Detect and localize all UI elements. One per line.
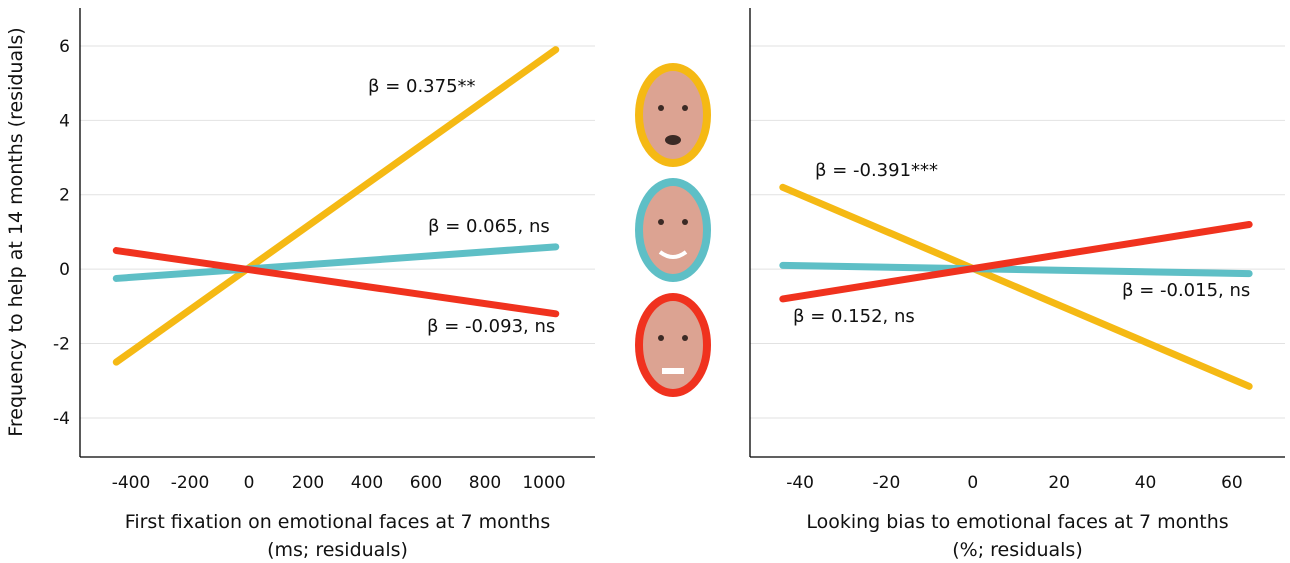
x-tick-label: 60 <box>1221 473 1243 493</box>
angry-face <box>639 297 707 393</box>
y-tick-label: 2 <box>59 186 70 206</box>
beta-annotation: β = -0.093, ns <box>427 316 555 337</box>
beta-annotation: β = 0.065, ns <box>428 216 550 237</box>
x-tick-label: 200 <box>292 473 324 493</box>
x-tick-label: 600 <box>410 473 442 493</box>
figure: -4-20246-400-20002004006008001000First f… <box>0 0 1290 563</box>
x-tick-label: -20 <box>873 473 901 493</box>
x-tick-label: 400 <box>351 473 383 493</box>
y-tick-label: -4 <box>53 409 70 429</box>
chart-panel: -4 -2 0 2 4 6 -400 -200 0 200 400 600 800 1000 First f… <box>5 8 595 561</box>
beta-annotation: β = -0.015, ns <box>1122 280 1250 301</box>
beta-annotation: β = -0.391*** <box>815 160 938 181</box>
y-axis-label: Frequency to help at 14 months (residual… <box>5 27 27 436</box>
x-tick-label: 0 <box>244 473 255 493</box>
beta-annotation: β = 0.375** <box>368 76 476 97</box>
y-tick-label: 0 <box>59 260 70 280</box>
x-tick-label: 20 <box>1048 473 1070 493</box>
x-tick-label: -400 <box>112 473 151 493</box>
x-tick-label: -200 <box>171 473 210 493</box>
x-tick-label: 800 <box>469 473 501 493</box>
beta-annotation: β = 0.152, ns <box>793 306 915 327</box>
x-tick-label: 1000 <box>522 473 565 493</box>
trend-line <box>783 265 1249 273</box>
chart-panel: -40 -20 0 20 40 60 Looking bias to emotional f… <box>750 8 1285 561</box>
x-axis-label: (%; residuals) <box>952 539 1083 561</box>
x-axis-label: Looking bias to emotional faces at 7 mon… <box>806 511 1228 533</box>
x-axis-label: First fixation on emotional faces at 7 m… <box>125 511 550 533</box>
x-tick-label: -40 <box>786 473 814 493</box>
x-tick-label: 0 <box>967 473 978 493</box>
fearful-face <box>639 67 707 163</box>
x-tick-label: 40 <box>1135 473 1157 493</box>
y-tick-label: -2 <box>53 335 70 355</box>
faces <box>639 67 707 393</box>
y-tick-label: 6 <box>59 37 70 57</box>
y-tick-label: 4 <box>59 111 70 131</box>
x-axis-label: (ms; residuals) <box>267 539 408 561</box>
happy-face <box>639 182 707 278</box>
